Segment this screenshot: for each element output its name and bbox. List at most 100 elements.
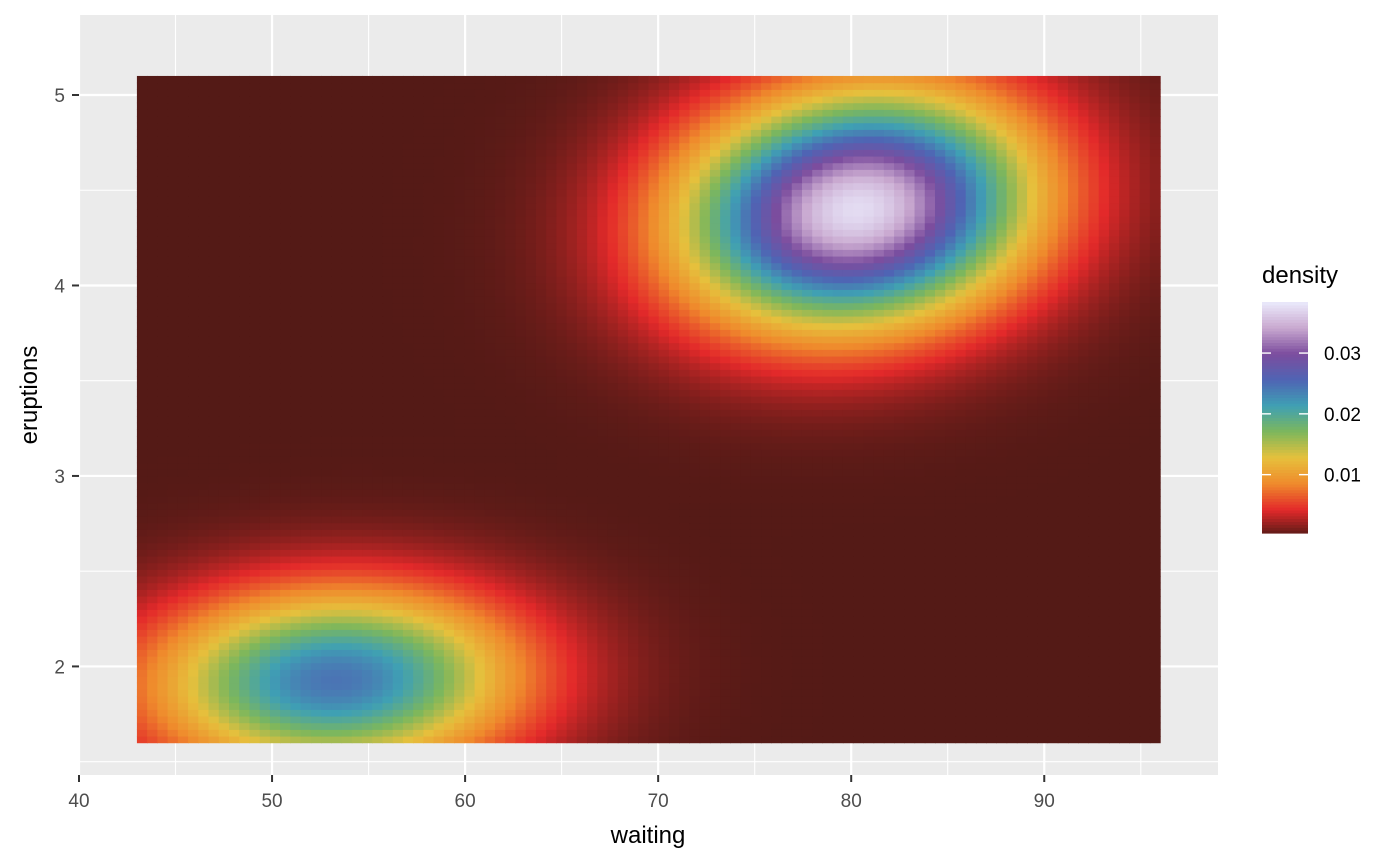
heatmap-cell: [863, 422, 875, 430]
heatmap-cell: [1037, 615, 1049, 624]
heatmap-cell: [668, 522, 680, 530]
heatmap-cell: [136, 442, 148, 450]
heatmap-cell: [535, 615, 547, 624]
heatmap-cell: [423, 549, 435, 557]
heatmap-cell: [331, 489, 343, 497]
heatmap-cell: [607, 429, 619, 437]
heatmap-cell: [464, 629, 476, 637]
heatmap-cell: [1027, 535, 1038, 544]
heatmap-cell: [975, 609, 987, 617]
heatmap-cell: [679, 529, 691, 537]
heatmap-cell: [812, 615, 824, 624]
heatmap-cell: [515, 662, 527, 670]
heatmap-cell: [566, 662, 578, 670]
heatmap-cell: [218, 489, 230, 497]
heatmap-cell: [689, 529, 701, 537]
heatmap-cell: [1078, 455, 1090, 464]
heatmap-cell: [1027, 715, 1038, 724]
heatmap-cell: [259, 489, 271, 497]
heatmap-cell: [300, 422, 312, 430]
heatmap-cell: [525, 729, 537, 737]
heatmap-cell: [474, 709, 486, 717]
heatmap-cell: [832, 609, 844, 617]
heatmap-cell: [229, 715, 240, 724]
heatmap-cell: [955, 729, 967, 737]
heatmap-cell: [1068, 475, 1079, 484]
heatmap-cell: [198, 695, 210, 704]
heatmap-cell: [761, 522, 772, 530]
heatmap-cell: [781, 722, 793, 730]
heatmap-cell: [167, 542, 179, 550]
heatmap-cell: [1027, 555, 1038, 564]
heatmap-cell: [679, 542, 691, 550]
heatmap-cell: [1088, 589, 1100, 597]
heatmap-cell: [873, 735, 885, 744]
heatmap-cell: [392, 715, 404, 724]
heatmap-cell: [188, 575, 199, 584]
heatmap-cell: [157, 722, 169, 730]
heatmap-cell: [392, 562, 404, 570]
heatmap-cell: [566, 702, 578, 710]
heatmap-cell: [413, 735, 424, 744]
heatmap-cell: [310, 535, 322, 544]
heatmap-cell: [372, 442, 384, 450]
heatmap-cell: [1129, 702, 1141, 710]
heatmap-cell: [750, 722, 762, 730]
heatmap-cell: [720, 635, 731, 644]
heatmap-cell: [617, 729, 629, 737]
heatmap-cell: [167, 515, 179, 524]
heatmap-cell: [433, 509, 445, 517]
heatmap-cell: [546, 622, 558, 630]
heatmap-cell: [679, 622, 691, 630]
heatmap-cell: [269, 702, 281, 710]
heatmap-cell: [771, 455, 783, 464]
heatmap-cell: [781, 515, 793, 524]
heatmap-cell: [658, 589, 670, 597]
heatmap-cell: [321, 475, 332, 484]
heatmap-cell: [167, 709, 179, 717]
heatmap-cell: [628, 489, 639, 497]
heatmap-cell: [331, 709, 343, 717]
heatmap-cell: [914, 702, 926, 710]
heatmap-cell: [965, 569, 977, 577]
heatmap-cell: [597, 455, 609, 464]
heatmap-cell: [535, 715, 547, 724]
heatmap-cell: [648, 602, 660, 610]
heatmap-cell: [853, 722, 864, 730]
heatmap-cell: [1027, 729, 1038, 737]
heatmap-cell: [679, 615, 691, 624]
heatmap-cell: [740, 589, 752, 597]
heatmap-cell: [300, 669, 312, 677]
heatmap-cell: [965, 522, 977, 530]
heatmap-cell: [546, 615, 558, 624]
heatmap-cell: [1006, 575, 1018, 584]
heatmap-cell: [413, 442, 424, 450]
heatmap-cell: [392, 602, 404, 610]
heatmap-cell: [832, 442, 844, 450]
heatmap-cell: [597, 735, 609, 744]
heatmap-cell: [924, 582, 936, 590]
heatmap-cell: [934, 509, 946, 517]
heatmap-cell: [924, 655, 936, 664]
heatmap-cell: [761, 502, 772, 510]
heatmap-cell: [433, 542, 445, 550]
heatmap-cell: [628, 729, 639, 737]
heatmap-cell: [1108, 649, 1120, 657]
heatmap-cell: [188, 529, 199, 537]
heatmap-cell: [556, 515, 568, 524]
heatmap-cell: [351, 462, 363, 470]
heatmap-cell: [413, 515, 424, 524]
heatmap-cell: [208, 715, 220, 724]
heatmap-cell: [822, 509, 834, 517]
heatmap-cell: [996, 669, 1008, 677]
heatmap-cell: [310, 675, 322, 684]
heatmap-cell: [331, 702, 343, 710]
heatmap-cell: [587, 435, 598, 444]
heatmap-cell: [842, 602, 854, 610]
heatmap-cell: [464, 502, 476, 510]
heatmap-cell: [136, 582, 148, 590]
heatmap-cell: [321, 489, 332, 497]
heatmap-cell: [167, 695, 179, 704]
heatmap-cell: [791, 522, 803, 530]
heatmap-cell: [883, 635, 895, 644]
